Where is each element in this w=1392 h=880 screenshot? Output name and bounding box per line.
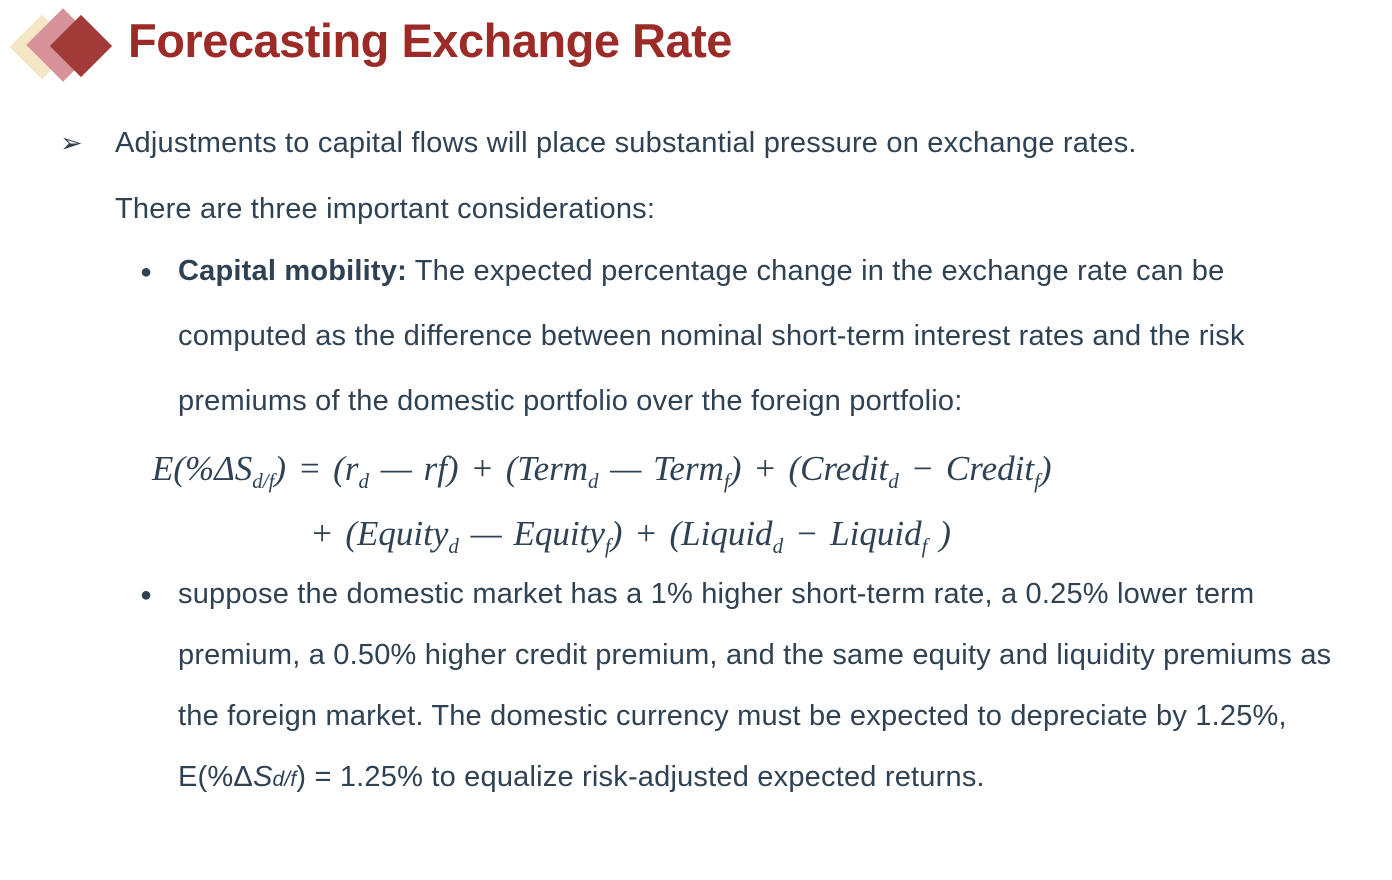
example-text-part2: ) = 1.25% to equalize risk-adjusted expe… xyxy=(296,761,985,793)
formula-subscript: d xyxy=(588,469,599,493)
capital-mobility-lead: Capital mobility: xyxy=(178,255,407,287)
capital-mobility-body: The expected percentage change in the ex… xyxy=(178,255,1245,417)
arrow-bullet-icon: ➢ xyxy=(60,128,83,158)
formula-term: + (Equity xyxy=(310,514,449,553)
bullet-adjustments-text: Adjustments to capital flows will place … xyxy=(115,110,1345,242)
formula-subscript: d xyxy=(772,534,784,558)
slide-title: Forecasting Exchange Rate xyxy=(128,14,732,67)
formula-subscript: f xyxy=(921,534,928,558)
formula-term: ) xyxy=(1039,449,1052,488)
formula-term: − Liquid xyxy=(783,514,922,553)
bullet-example-text: suppose the domestic market has a 1% hig… xyxy=(178,564,1352,810)
exchange-rate-formula: E(%ΔSd/f) = (rd — rf) + (Termd — Termf) … xyxy=(152,436,1302,566)
circle-bullet-icon: ● xyxy=(140,261,153,283)
example-formula-subscript: d/f xyxy=(272,768,297,791)
logo xyxy=(0,0,130,102)
formula-subscript: d xyxy=(448,534,459,558)
bullet-adjustments-line1: Adjustments to capital flows will place … xyxy=(115,127,1137,159)
formula-term: − Credit xyxy=(898,449,1035,488)
bullet-capital-mobility: ● Capital mobility: The expected percent… xyxy=(140,239,1358,434)
formula-term: — Term xyxy=(598,449,724,488)
formula-term: ) + (Credit xyxy=(729,449,889,488)
formula-term: — Equity xyxy=(458,514,605,553)
formula-subscript: d xyxy=(888,469,899,493)
formula-subscript: f xyxy=(604,534,611,558)
formula-term: ) + (Liquid xyxy=(610,514,773,553)
circle-bullet-icon: ● xyxy=(140,584,153,606)
formula-term: E(%ΔS xyxy=(152,449,253,488)
formula-subscript: f xyxy=(723,469,730,493)
bullet-adjustments-line2: There are three important considerations… xyxy=(115,193,656,225)
formula-term: ) = (r xyxy=(274,449,359,488)
formula-subscript: d/f xyxy=(252,469,275,493)
formula-term: — rf) + (Term xyxy=(368,449,589,488)
example-text-part1: suppose the domestic market has a 1% hig… xyxy=(178,578,1332,793)
formula-line-2: + (Equityd — Equityf) + (Liquidd − Liqui… xyxy=(152,501,1302,566)
formula-subscript: d xyxy=(358,469,369,493)
bullet-adjustments: ➢ Adjustments to capital flows will plac… xyxy=(60,110,1345,242)
formula-line-1: E(%ΔSd/f) = (rd — rf) + (Termd — Termf) … xyxy=(152,436,1302,501)
formula-subscript: f xyxy=(1034,469,1040,493)
formula-term: ) xyxy=(927,514,951,553)
example-formula-variable: S xyxy=(252,761,273,793)
bullet-example: ● suppose the domestic market has a 1% h… xyxy=(140,564,1352,810)
bullet-capital-mobility-text: Capital mobility: The expected percentag… xyxy=(178,239,1358,434)
